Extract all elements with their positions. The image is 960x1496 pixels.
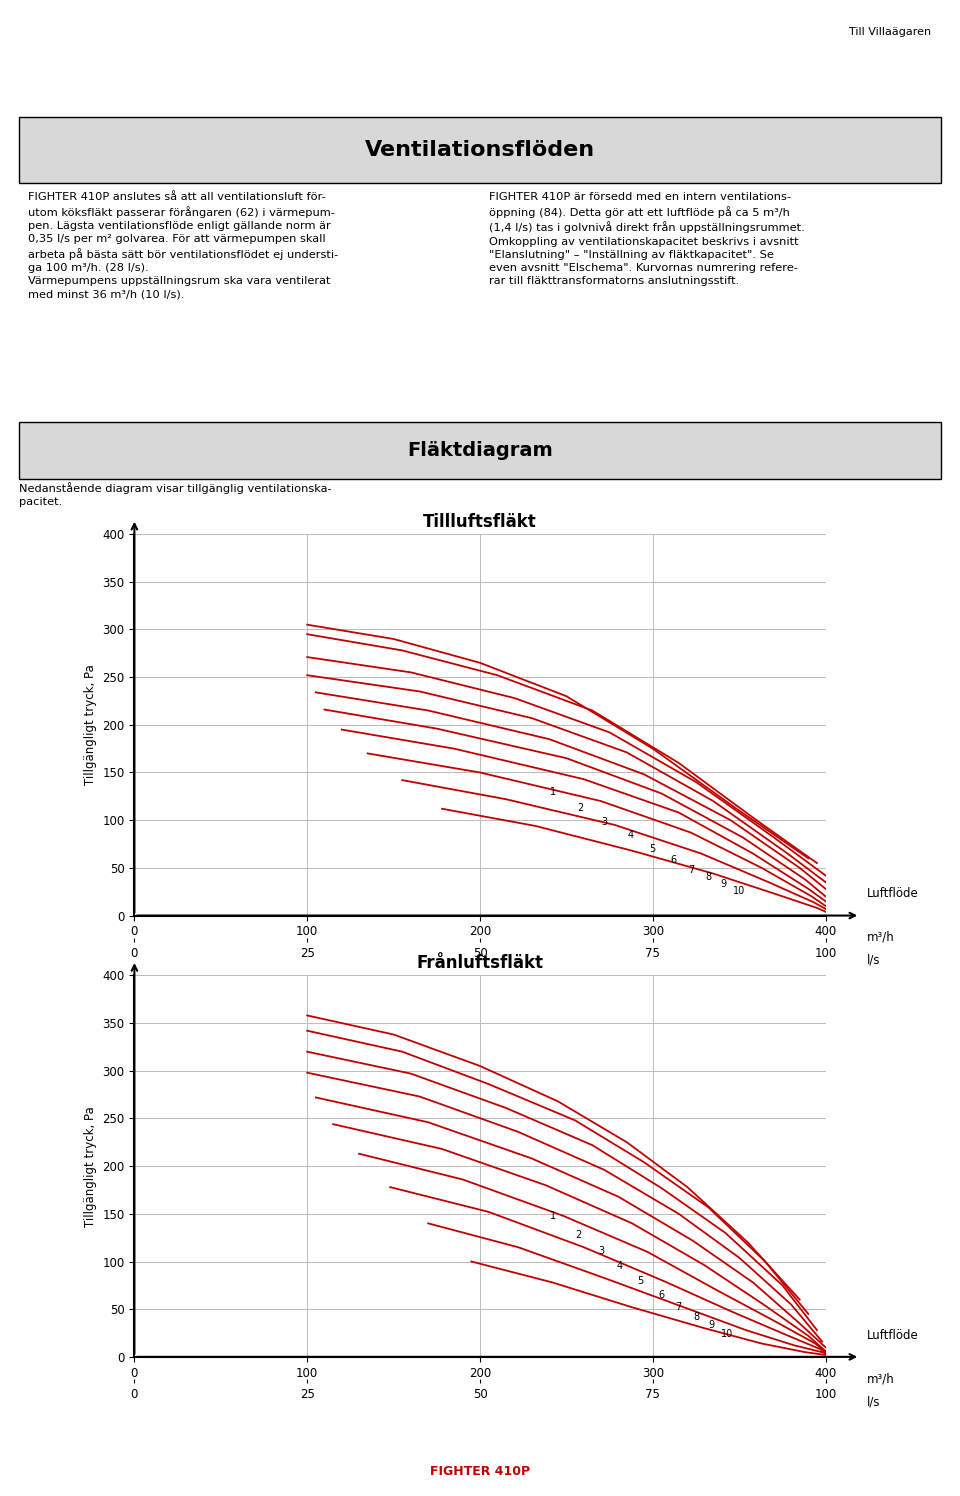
Text: 8: 8 (693, 1312, 699, 1322)
Text: FIGHTER 410P: FIGHTER 410P (430, 1465, 530, 1478)
Text: 6: 6 (670, 856, 677, 865)
Y-axis label: Tillgängligt tryck, Pa: Tillgängligt tryck, Pa (84, 664, 97, 785)
Y-axis label: Tillgängligt tryck, Pa: Tillgängligt tryck, Pa (84, 1106, 97, 1227)
Text: 2: 2 (575, 1230, 582, 1240)
Text: 7: 7 (676, 1303, 682, 1312)
Text: l/s: l/s (867, 1396, 880, 1408)
Text: 6: 6 (659, 1290, 664, 1300)
Text: Till Villaägaren: Till Villaägaren (849, 27, 931, 37)
Text: 3: 3 (601, 817, 608, 827)
Text: 9: 9 (721, 880, 727, 889)
Text: 10: 10 (721, 1328, 733, 1339)
Text: m³/h: m³/h (867, 931, 895, 944)
Text: 5: 5 (637, 1276, 644, 1285)
Text: l/s: l/s (867, 954, 880, 966)
Text: 9: 9 (708, 1321, 714, 1330)
Text: Luftflöde: Luftflöde (867, 887, 919, 901)
Text: 7: 7 (687, 865, 694, 875)
Text: 4: 4 (617, 1261, 623, 1272)
Text: 15: 15 (907, 52, 946, 79)
Title: Tillluftsfläkt: Tillluftsfläkt (423, 513, 537, 531)
Text: FIGHTER 410P är försedd med en intern ventilations-
öppning (84). Detta gör att : FIGHTER 410P är försedd med en intern ve… (490, 191, 805, 286)
Text: 3: 3 (598, 1246, 604, 1257)
Text: 8: 8 (705, 872, 711, 883)
Text: 4: 4 (627, 830, 634, 841)
Text: Ventilationsflöden: Ventilationsflöden (365, 139, 595, 160)
Text: FIGHTER 410P anslutes så att all ventilationsluft för-
utom köksfläkt passerar f: FIGHTER 410P anslutes så att all ventila… (29, 191, 339, 299)
Text: 10: 10 (733, 886, 745, 896)
Text: Nedanstående diagram visar tillgänglig ventilationska-
pacitet.: Nedanstående diagram visar tillgänglig v… (19, 482, 332, 507)
Text: 5: 5 (650, 844, 656, 854)
Text: Luftflöde: Luftflöde (867, 1328, 919, 1342)
Text: 2: 2 (577, 803, 584, 812)
Text: 1: 1 (549, 787, 556, 796)
Text: m³/h: m³/h (867, 1372, 895, 1385)
Text: Ventilationsanslutning: Ventilationsanslutning (226, 52, 581, 79)
Text: Fläktdiagram: Fläktdiagram (407, 441, 553, 459)
Title: Frånluftsfläkt: Frånluftsfläkt (417, 954, 543, 972)
Text: 1: 1 (549, 1210, 556, 1221)
